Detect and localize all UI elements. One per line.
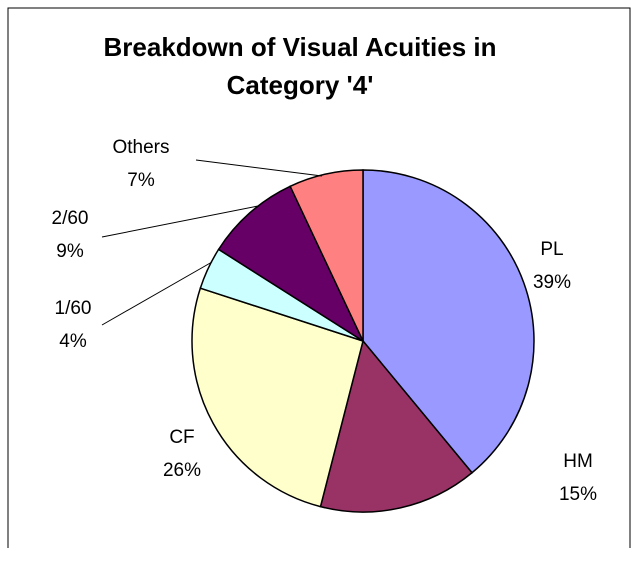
value-label: 7%	[127, 170, 155, 191]
slice-label: PL	[540, 239, 563, 260]
slice-label: 1/60	[55, 298, 92, 319]
leader-line	[101, 261, 213, 326]
value-label: 9%	[56, 241, 84, 262]
frame-border	[7, 7, 631, 548]
pie-slice	[289, 169, 364, 342]
leader-line	[101, 205, 259, 238]
slice-label: 2/60	[52, 208, 89, 229]
chart-title: Breakdown of Visual Acuities in Category…	[103, 32, 497, 100]
leader-line	[195, 159, 323, 177]
value-label: 15%	[559, 484, 597, 505]
value-label: 39%	[533, 272, 571, 293]
slice-label: CF	[169, 427, 194, 448]
pie-slice	[319, 339, 474, 513]
value-label: 26%	[163, 460, 201, 481]
slice-label: HM	[563, 451, 593, 472]
pie-slice	[362, 169, 535, 474]
value-label: 4%	[59, 331, 87, 352]
pie-slice	[191, 287, 364, 508]
pie-slice	[217, 185, 365, 344]
slice-label: Others	[112, 137, 169, 158]
